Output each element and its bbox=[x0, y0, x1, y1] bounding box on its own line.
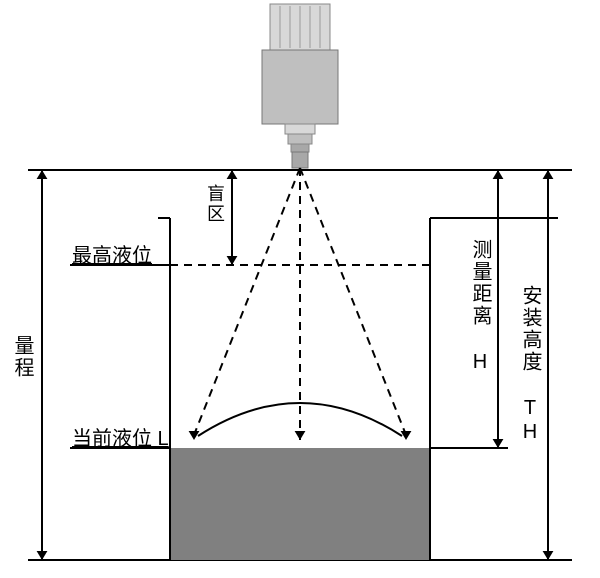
label-measure-distance: 测量距离 H bbox=[466, 239, 495, 375]
diagram-svg bbox=[0, 0, 600, 578]
label-current-level: 当前液位 L bbox=[72, 422, 169, 451]
label-blind-zone: 盲区 bbox=[202, 184, 228, 224]
label-install-height: 安装高度 TH bbox=[516, 285, 545, 445]
label-max-level: 最高液位 bbox=[72, 239, 152, 268]
diagram-stage: 量程 盲区 测量距离 H 安装高度 TH 最高液位 当前液位 L bbox=[0, 0, 600, 578]
label-range: 量程 bbox=[8, 335, 37, 379]
